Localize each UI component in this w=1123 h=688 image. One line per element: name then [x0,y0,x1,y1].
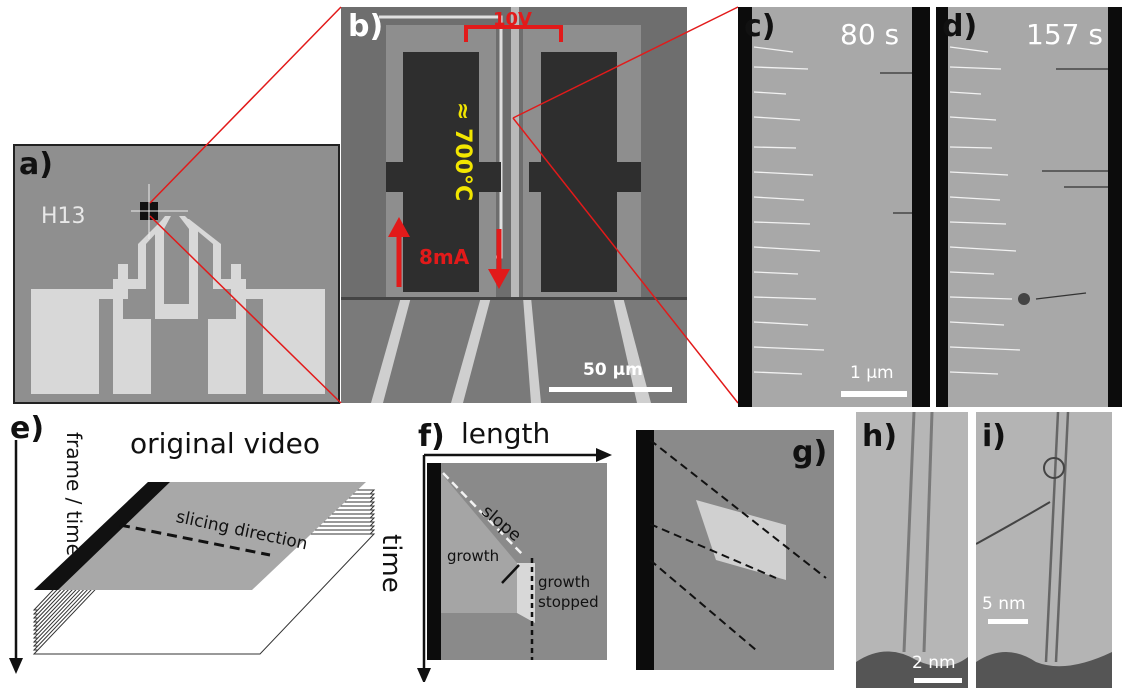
kymograph-axes [417,448,612,682]
scalebar-c [841,391,907,397]
video-title: original video [130,427,321,460]
scalebar-c-label: 1 µm [850,363,894,383]
scalebar-h-label: 2 nm [912,653,956,673]
panel-f-image: slope growth growth stopped [427,463,607,660]
kymograph-g [636,430,834,670]
panel-c-label: c) [744,9,776,44]
current-label: 8mA [419,245,470,269]
scalebar-b-label: 50 µm [583,360,643,380]
current-arrows [388,217,510,289]
growth-stopped-label-2: stopped [538,593,599,611]
tem-image-i [976,412,1112,688]
panel-c-image: 80 s 1 µm [738,7,930,407]
panel-h-image: 2 nm [856,412,968,688]
panel-g-label: g) [792,435,828,470]
scalebar-i [988,619,1028,624]
chip-layout-drawing [13,144,340,404]
nanotube-strip-d [936,7,1122,407]
scalebar-b [549,387,672,392]
chip-label: H13 [41,204,86,229]
panel-b-label: b) [348,9,384,44]
scalebar-i-label: 5 nm [982,594,1026,614]
panel-d-image: 157 s [936,7,1122,407]
growth-stopped-label-1: growth [538,573,591,591]
panel-b-image: 10V ≈ 700°C 8mA 50 µm [341,7,687,403]
panel-a-image: H13 [13,144,340,404]
panel-h-label: h) [862,419,898,454]
panel-a-label: a) [19,147,53,182]
panel-e-label: e) [10,411,45,446]
panel-i-label: i) [982,419,1006,454]
video-stack-drawing [9,440,376,674]
length-axis-label: length [461,417,551,450]
growth-label: growth [447,547,500,565]
panel-g-image [636,430,834,670]
scalebar-h [914,678,962,683]
panel-f-label: f) [418,419,445,454]
time-label-c: 80 s [840,18,900,51]
panel-i-image: 5 nm [976,412,1112,688]
kymograph-f [427,463,607,660]
time-label-d: 157 s [1026,18,1103,51]
panel-d-label: d) [942,9,978,44]
nanotube-strip-c [738,7,930,407]
